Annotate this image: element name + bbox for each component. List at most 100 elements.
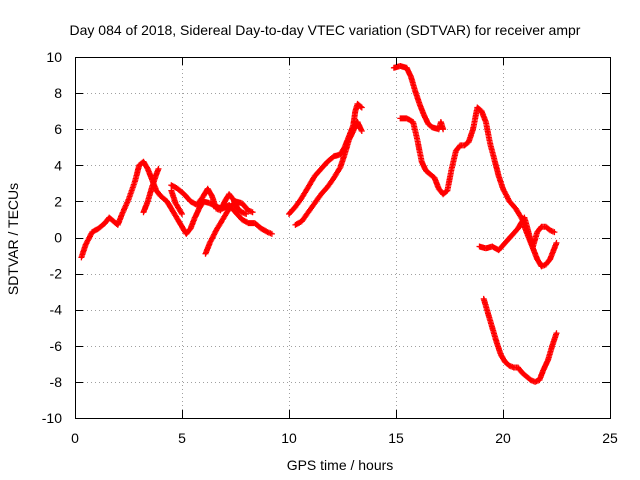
- series-2: [140, 165, 162, 216]
- data-point: [168, 182, 180, 191]
- data-point: [298, 210, 311, 225]
- data-point: [153, 187, 163, 198]
- data-point: [164, 198, 174, 211]
- data-point: [155, 165, 162, 172]
- x-tick-label: 20: [495, 430, 511, 446]
- data-point: [172, 200, 185, 216]
- data-point: [251, 220, 264, 231]
- data-point: [318, 185, 330, 198]
- data-point: [553, 239, 560, 246]
- data-point: [286, 204, 298, 217]
- data-point: [440, 126, 447, 133]
- data-point: [470, 106, 480, 133]
- x-tick-labels: 0 5 10 15 20 25: [71, 430, 618, 446]
- data-point: [532, 377, 541, 385]
- data-point: [249, 209, 256, 216]
- data-point: [485, 310, 495, 330]
- data-point: [238, 209, 248, 217]
- data-point: [238, 216, 251, 226]
- data-point: [89, 226, 101, 236]
- data-point: [82, 230, 95, 248]
- data-point: [292, 219, 304, 228]
- data-point: [213, 217, 225, 234]
- data-point: [423, 167, 433, 177]
- x-tick-label: 10: [281, 430, 297, 446]
- data-point: [542, 223, 552, 233]
- data-point: [452, 143, 463, 154]
- data-point: [506, 198, 518, 211]
- data-point: [544, 344, 555, 364]
- series-6: [286, 100, 365, 217]
- data-point: [500, 185, 512, 203]
- data-point: [523, 373, 533, 383]
- data-point: [181, 191, 193, 204]
- data-point: [427, 171, 437, 180]
- data-point: [403, 115, 415, 125]
- y-tick-label: 2: [54, 193, 62, 209]
- data-point: [258, 225, 270, 235]
- data-point: [444, 167, 455, 194]
- data-point: [461, 139, 471, 149]
- data-point: [305, 201, 317, 216]
- data-point: [324, 154, 336, 165]
- data-point: [106, 214, 116, 224]
- data-point: [238, 200, 251, 213]
- data-point: [234, 205, 244, 215]
- y-axis-label: SDTVAR / TECUs: [5, 183, 21, 295]
- data-point: [243, 211, 250, 217]
- series-4: [168, 182, 250, 217]
- data-series: [78, 63, 560, 385]
- y-tick-label: -2: [50, 266, 63, 282]
- y-tick-label: -8: [50, 374, 63, 390]
- data-point: [502, 233, 514, 246]
- data-point: [506, 362, 516, 370]
- data-point: [232, 209, 244, 222]
- data-point: [497, 351, 508, 364]
- data-point: [491, 156, 502, 178]
- data-point: [204, 185, 215, 198]
- data-point: [196, 199, 206, 212]
- series-9: [397, 104, 560, 270]
- data-point: [131, 163, 142, 185]
- data-point: [311, 166, 324, 180]
- data-point: [480, 295, 491, 315]
- data-point: [219, 207, 232, 223]
- data-point: [542, 257, 553, 268]
- data-point: [489, 324, 500, 344]
- x-axis-label: GPS time / hours: [287, 457, 394, 473]
- data-point: [530, 230, 540, 250]
- data-point: [414, 137, 425, 164]
- data-point: [547, 227, 556, 235]
- data-point: [474, 104, 484, 114]
- data-point: [174, 185, 187, 197]
- data-point: [318, 159, 330, 172]
- x-tick-label: 15: [388, 430, 404, 446]
- data-point: [341, 138, 352, 158]
- data-point: [487, 140, 498, 162]
- data-point: [330, 165, 343, 181]
- data-point: [502, 359, 512, 368]
- data-point: [534, 224, 544, 236]
- data-point: [245, 207, 255, 215]
- data-point: [226, 191, 236, 202]
- data-point: [144, 185, 155, 205]
- data-point: [168, 205, 180, 222]
- data-point: [465, 127, 476, 145]
- x-tick-label: 0: [71, 430, 79, 446]
- y-tick-label: 4: [54, 157, 62, 173]
- data-point: [157, 193, 169, 204]
- data-point: [408, 73, 418, 93]
- data-point: [358, 104, 365, 111]
- y-tick-labels: -10 -8 -6 -4 -2 0 2 4 6 8 10: [42, 49, 62, 426]
- data-point: [125, 180, 138, 203]
- chart-title: Day 084 of 2018, Sidereal Day-to-day VTE…: [70, 22, 581, 38]
- data-point: [425, 120, 435, 130]
- y-tick-label: -6: [50, 338, 63, 354]
- data-point: [119, 198, 131, 217]
- axis-ticks: [75, 57, 611, 419]
- data-point: [549, 331, 559, 349]
- data-point: [538, 262, 548, 270]
- y-tick-label: 10: [46, 49, 62, 65]
- data-point: [515, 364, 525, 375]
